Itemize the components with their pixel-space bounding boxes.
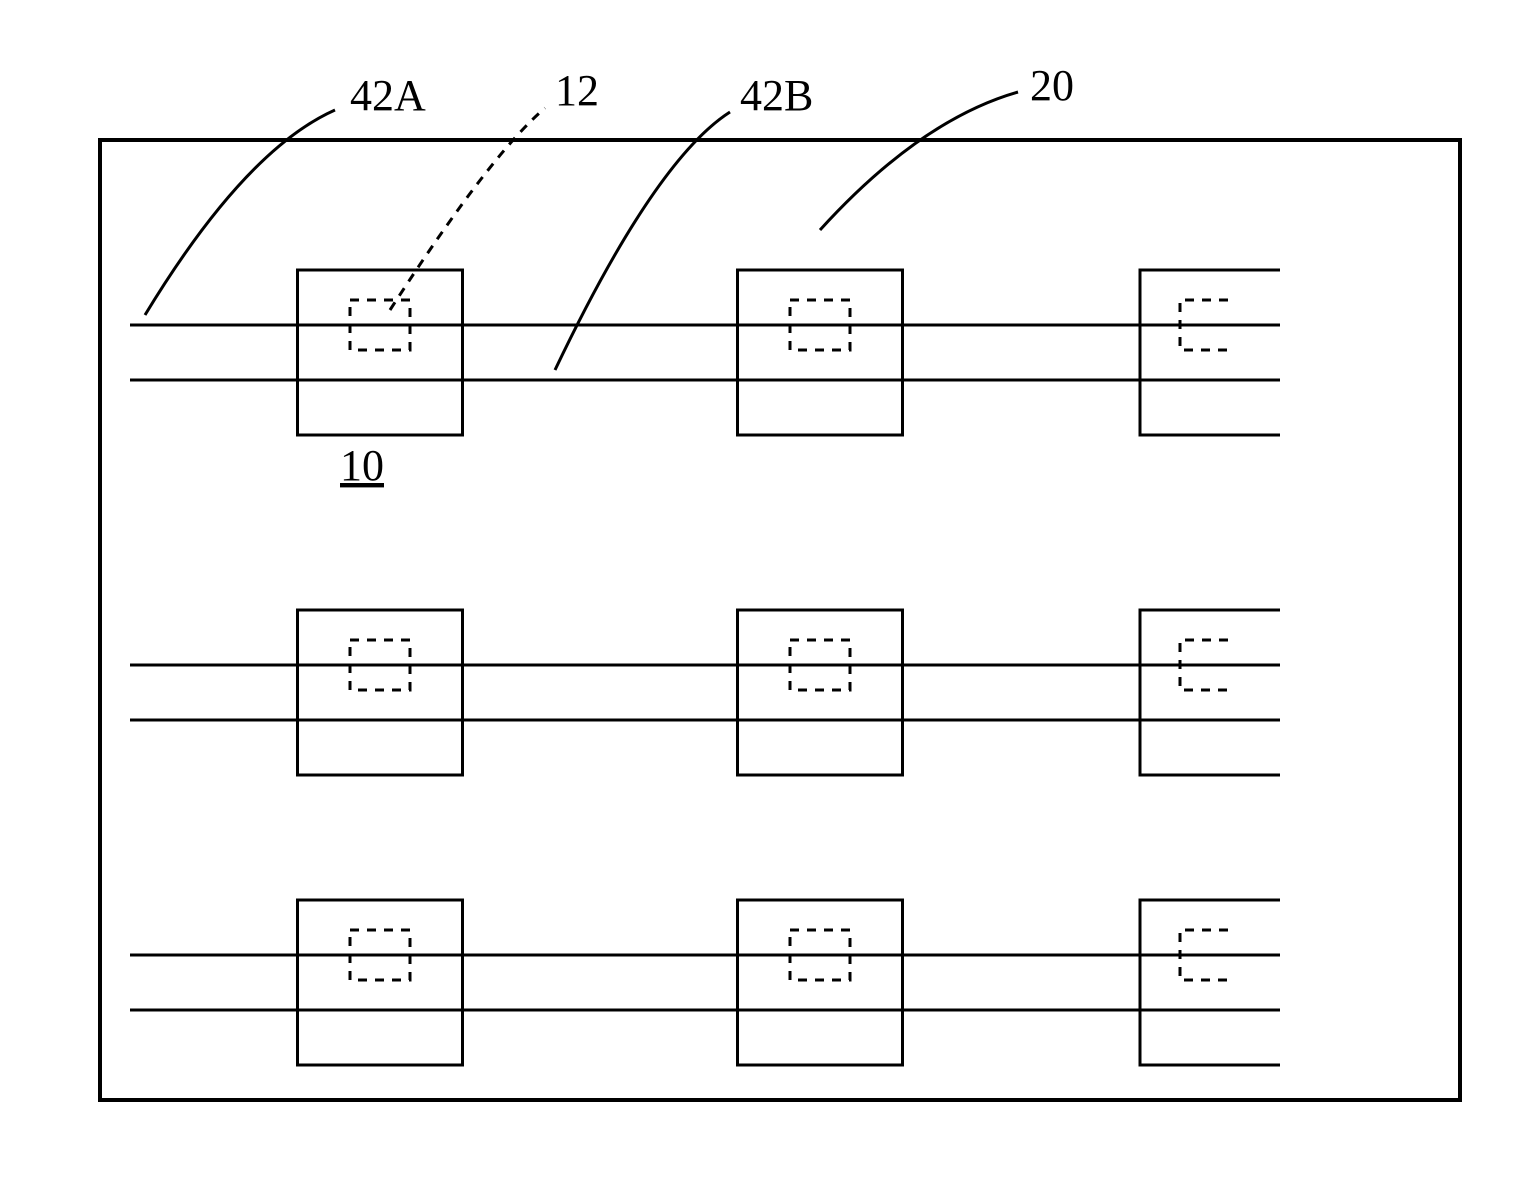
- cell-box: [298, 610, 463, 775]
- leader-line-42B: [555, 112, 730, 370]
- cell-box: [738, 270, 903, 435]
- cell-box: [1140, 610, 1280, 775]
- diagram-canvas: 10 42A 12 42B 20: [20, 20, 1521, 1174]
- cell-box: [298, 270, 463, 435]
- callout-label-42A: 42A: [350, 71, 426, 120]
- callout-label-12: 12: [555, 66, 599, 115]
- cell-box: [738, 610, 903, 775]
- region-label-10: 10: [340, 441, 384, 490]
- cell-box: [1140, 270, 1280, 435]
- cell-box: [738, 900, 903, 1065]
- callout-label-42B: 42B: [740, 71, 813, 120]
- cell-box: [298, 900, 463, 1065]
- callout-label-20: 20: [1030, 61, 1074, 110]
- cell-box: [1140, 900, 1280, 1065]
- leader-line-20: [820, 92, 1018, 230]
